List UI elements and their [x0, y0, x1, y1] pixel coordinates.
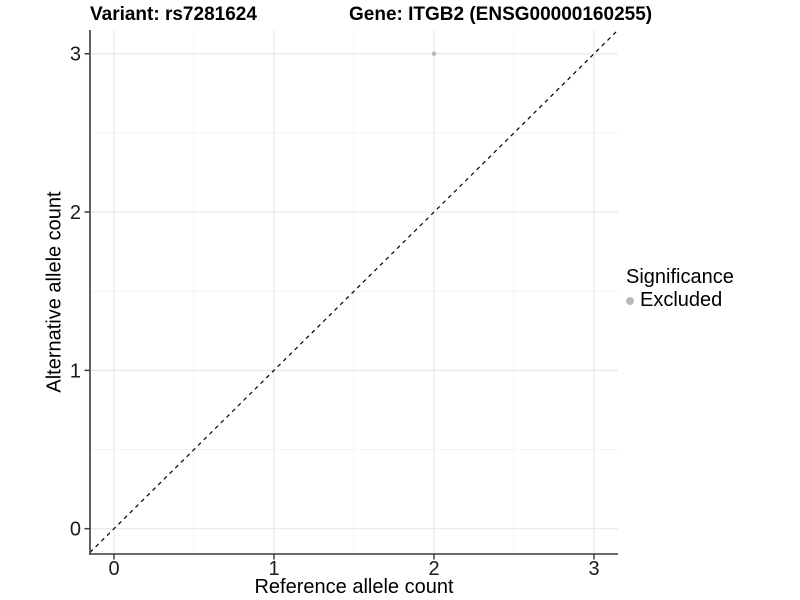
y-tick-label: 0 [70, 519, 81, 541]
plot-title-variant: Variant: rs7281624 [90, 4, 257, 25]
data-point [431, 51, 437, 57]
excluded-point-swatch-icon [626, 296, 634, 305]
x-tick-label: 3 [588, 558, 599, 580]
legend-title: Significance [626, 266, 734, 288]
legend: Significance Excluded [626, 267, 734, 311]
y-tick-label: 1 [70, 360, 81, 382]
y-tick-label: 3 [70, 44, 81, 66]
x-tick-label: 0 [108, 558, 119, 580]
legend-item-excluded: Excluded [626, 290, 734, 311]
x-axis-title: Reference allele count [254, 576, 454, 598]
y-tick-label: 2 [70, 202, 81, 224]
x-tick-label: 2 [428, 558, 439, 580]
legend-item-label: Excluded [640, 289, 723, 311]
y-axis-title: Alternative allele count [43, 191, 66, 393]
plot-title-gene: Gene: ITGB2 (ENSG00000160255) [349, 4, 653, 25]
x-tick-label: 1 [268, 558, 279, 580]
identity-dashed-line [89, 29, 619, 553]
